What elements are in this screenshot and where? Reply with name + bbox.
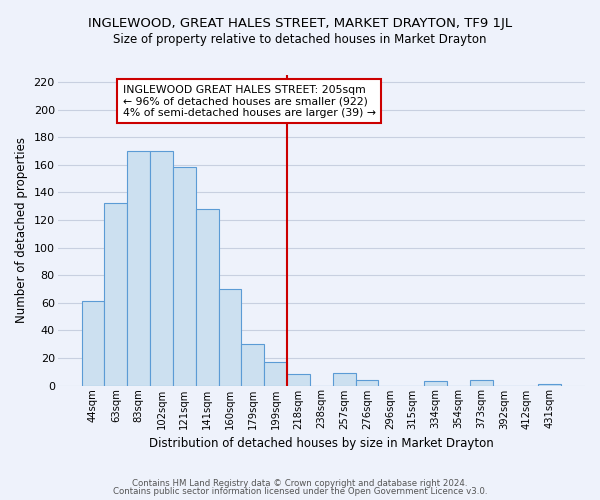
Y-axis label: Number of detached properties: Number of detached properties (15, 138, 28, 324)
Text: Contains public sector information licensed under the Open Government Licence v3: Contains public sector information licen… (113, 487, 487, 496)
X-axis label: Distribution of detached houses by size in Market Drayton: Distribution of detached houses by size … (149, 437, 494, 450)
Text: INGLEWOOD, GREAT HALES STREET, MARKET DRAYTON, TF9 1JL: INGLEWOOD, GREAT HALES STREET, MARKET DR… (88, 18, 512, 30)
Bar (241, 344, 264, 386)
Text: INGLEWOOD GREAT HALES STREET: 205sqm
← 96% of detached houses are smaller (922)
: INGLEWOOD GREAT HALES STREET: 205sqm ← 9… (122, 84, 376, 118)
Bar (150, 151, 173, 386)
Bar (127, 151, 150, 386)
Bar (218, 289, 241, 386)
Text: Contains HM Land Registry data © Crown copyright and database right 2024.: Contains HM Land Registry data © Crown c… (132, 478, 468, 488)
Text: Size of property relative to detached houses in Market Drayton: Size of property relative to detached ho… (113, 32, 487, 46)
Bar (470, 380, 493, 386)
Bar (356, 380, 379, 386)
Bar (173, 168, 196, 386)
Bar (82, 302, 104, 386)
Bar (333, 373, 356, 386)
Bar (264, 362, 287, 386)
Bar (104, 204, 127, 386)
Bar (196, 209, 218, 386)
Bar (538, 384, 561, 386)
Bar (287, 374, 310, 386)
Bar (424, 382, 447, 386)
